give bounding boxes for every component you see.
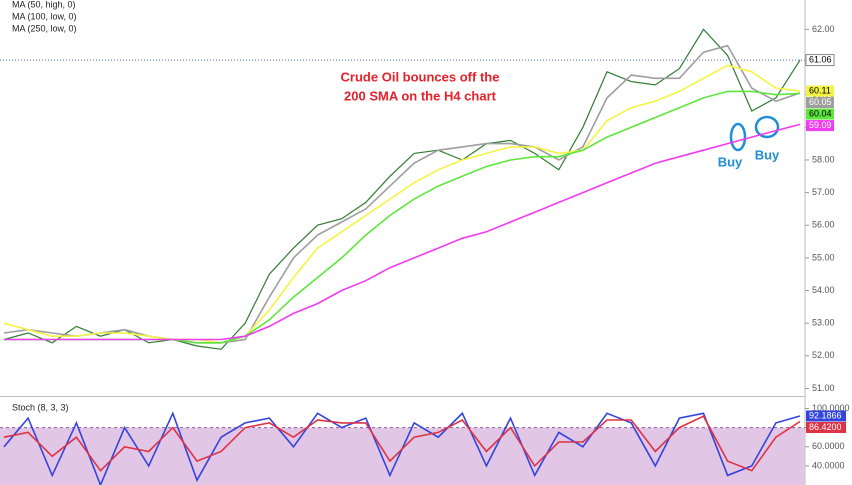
annotation: 200 SMA on the H4 chart — [344, 88, 497, 103]
legend-label: MA (50, high, 0) — [12, 0, 76, 9]
price-tag-label: 60.11 — [809, 85, 831, 95]
y-tick-label: 100.0000 — [812, 403, 850, 413]
y-tick-label: 57.00 — [812, 187, 835, 197]
price-tag-label: 92.1866 — [809, 410, 842, 420]
series-line — [3, 64, 801, 344]
y-tick-label: 62.00 — [812, 24, 835, 34]
series-line — [4, 123, 801, 341]
price-tag — [806, 97, 834, 109]
price-tag — [806, 421, 846, 433]
y-tick-label: 58.00 — [812, 154, 835, 164]
series-line — [3, 415, 801, 472]
annotation: Buy — [755, 147, 780, 162]
price-tag-label: 61.06 — [809, 54, 832, 64]
panel-title: Stoch (8, 3, 3) — [12, 402, 69, 412]
price-tag — [805, 54, 835, 67]
y-tick-label: 54.00 — [812, 285, 835, 295]
annotation: Crude Oil bounces off the — [341, 69, 500, 84]
legend-label: MA (100, low, 0) — [12, 11, 77, 21]
y-tick-label: 53.00 — [812, 318, 835, 328]
series-line — [3, 28, 801, 350]
y-tick-label: 60.0000 — [812, 441, 845, 451]
price-tag-label: 86.4200 — [809, 422, 842, 432]
price-tag — [806, 108, 834, 120]
price-tag-label: 59.09 — [809, 120, 832, 130]
price-tag-label: 60.05 — [809, 97, 832, 107]
series-line — [3, 44, 801, 344]
y-tick-label: 52.00 — [812, 350, 835, 360]
legend-label: MA (250, low, 0) — [12, 23, 77, 33]
y-tick-label: 51.00 — [812, 383, 835, 393]
y-tick-label: 40.0000 — [812, 460, 845, 470]
annotation: Buy — [718, 154, 743, 169]
y-tick-label: 55.00 — [812, 252, 835, 262]
highlight-circle — [729, 122, 747, 152]
highlight-circle — [754, 115, 780, 139]
price-tag-label: 60.04 — [809, 108, 832, 118]
price-tag — [806, 120, 834, 132]
y-tick-label: 56.00 — [812, 220, 835, 230]
price-tag — [806, 85, 834, 97]
price-tag — [806, 410, 846, 422]
